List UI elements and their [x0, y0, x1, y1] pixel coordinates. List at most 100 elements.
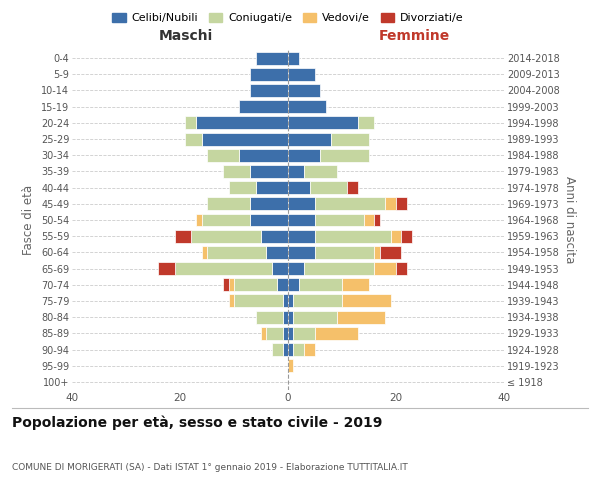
Bar — [293, 343, 304, 356]
Bar — [202, 214, 250, 226]
Bar — [266, 246, 288, 259]
Bar — [234, 294, 283, 308]
Bar — [229, 278, 234, 291]
Bar — [315, 246, 374, 259]
Bar — [288, 278, 299, 291]
Bar — [288, 68, 315, 81]
Bar — [283, 294, 288, 308]
Bar — [288, 181, 310, 194]
Bar — [331, 132, 369, 145]
Bar — [288, 165, 304, 178]
Bar — [283, 343, 288, 356]
Bar — [304, 262, 374, 275]
Bar — [288, 149, 320, 162]
Bar — [347, 181, 358, 194]
Bar — [342, 294, 391, 308]
Bar — [239, 149, 288, 162]
Bar — [250, 165, 288, 178]
Bar — [320, 149, 369, 162]
Legend: Celibi/Nubili, Coniugati/e, Vedovi/e, Divorziati/e: Celibi/Nubili, Coniugati/e, Vedovi/e, Di… — [108, 8, 468, 28]
Bar — [396, 262, 407, 275]
Bar — [207, 246, 266, 259]
Bar — [288, 230, 315, 242]
Text: COMUNE DI MORIGERATI (SA) - Dati ISTAT 1° gennaio 2019 - Elaborazione TUTTITALIA: COMUNE DI MORIGERATI (SA) - Dati ISTAT 1… — [12, 463, 408, 472]
Bar — [196, 116, 288, 130]
Bar — [374, 262, 396, 275]
Bar — [175, 262, 272, 275]
Bar — [288, 262, 304, 275]
Bar — [283, 327, 288, 340]
Bar — [158, 262, 175, 275]
Bar — [358, 116, 374, 130]
Bar — [293, 294, 342, 308]
Bar — [288, 343, 293, 356]
Bar — [391, 230, 401, 242]
Bar — [256, 181, 288, 194]
Bar — [337, 310, 385, 324]
Bar — [374, 214, 380, 226]
Bar — [185, 132, 202, 145]
Bar — [185, 116, 196, 130]
Bar — [191, 230, 261, 242]
Bar — [202, 246, 207, 259]
Bar — [293, 327, 315, 340]
Bar — [272, 262, 288, 275]
Bar — [315, 230, 391, 242]
Bar — [288, 214, 315, 226]
Bar — [234, 278, 277, 291]
Bar — [207, 198, 250, 210]
Bar — [223, 278, 229, 291]
Bar — [288, 310, 293, 324]
Bar — [175, 230, 191, 242]
Bar — [288, 294, 293, 308]
Bar — [202, 132, 288, 145]
Bar — [261, 327, 266, 340]
Bar — [288, 100, 326, 113]
Bar — [288, 52, 299, 64]
Bar — [288, 198, 315, 210]
Bar — [304, 343, 315, 356]
Bar — [256, 52, 288, 64]
Bar — [315, 214, 364, 226]
Bar — [304, 165, 337, 178]
Bar — [229, 294, 234, 308]
Bar — [277, 278, 288, 291]
Bar — [288, 116, 358, 130]
Bar — [256, 310, 283, 324]
Text: Maschi: Maschi — [159, 28, 213, 42]
Bar — [223, 165, 250, 178]
Bar — [288, 132, 331, 145]
Bar — [207, 149, 239, 162]
Bar — [272, 343, 283, 356]
Bar — [364, 214, 374, 226]
Y-axis label: Anni di nascita: Anni di nascita — [563, 176, 576, 264]
Bar — [315, 198, 385, 210]
Bar — [401, 230, 412, 242]
Bar — [288, 84, 320, 97]
Text: Popolazione per età, sesso e stato civile - 2019: Popolazione per età, sesso e stato civil… — [12, 416, 382, 430]
Text: Femmine: Femmine — [379, 28, 449, 42]
Bar — [261, 230, 288, 242]
Bar — [288, 246, 315, 259]
Bar — [266, 327, 283, 340]
Bar — [385, 198, 396, 210]
Bar — [380, 246, 401, 259]
Bar — [239, 100, 288, 113]
Bar — [250, 68, 288, 81]
Bar — [342, 278, 369, 291]
Bar — [288, 359, 293, 372]
Bar — [374, 246, 380, 259]
Bar — [310, 181, 347, 194]
Bar — [288, 327, 293, 340]
Bar — [315, 327, 358, 340]
Bar — [250, 84, 288, 97]
Y-axis label: Fasce di età: Fasce di età — [22, 185, 35, 255]
Bar — [229, 181, 256, 194]
Bar — [396, 198, 407, 210]
Bar — [250, 214, 288, 226]
Bar — [283, 310, 288, 324]
Bar — [196, 214, 202, 226]
Bar — [250, 198, 288, 210]
Bar — [293, 310, 337, 324]
Bar — [299, 278, 342, 291]
